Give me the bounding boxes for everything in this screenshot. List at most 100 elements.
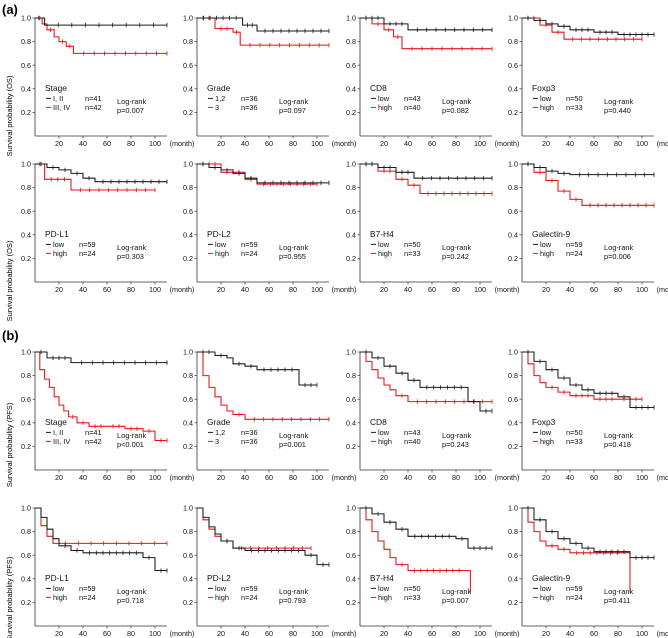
y-tick-label: 0.2 — [21, 598, 31, 607]
x-unit-label: (month) — [170, 629, 195, 638]
x-tick-label: 20 — [217, 629, 225, 638]
km-curve-black — [360, 351, 492, 412]
km-curve-red — [522, 351, 642, 400]
legend-title: PD-L1 — [45, 573, 69, 583]
logrank-label: Log-rank — [442, 243, 471, 252]
x-tick-label: 80 — [289, 473, 297, 482]
legend-label: high — [215, 249, 229, 258]
km-curve-black — [522, 17, 654, 36]
legend-n: n=50 — [566, 428, 583, 437]
km-chart-b-pd-l2: 0.2 0.4 0.6 0.8 1.0 20 40 60 80 100 (month) PD-L2lo… — [183, 504, 356, 638]
legend-n: n=42 — [85, 437, 102, 446]
legend-label: high — [540, 249, 554, 258]
y-tick-label: 0.6 — [508, 395, 518, 404]
legend-n: n=24 — [241, 249, 258, 258]
x-tick-label: 100 — [311, 139, 323, 148]
legend-title: B7-H4 — [370, 573, 394, 583]
legend-label: low — [540, 94, 552, 103]
logrank-label: Log-rank — [117, 587, 146, 596]
logrank-p-value: p<0.001 — [117, 440, 144, 449]
km-chart-a-stage: 0.2 0.4 0.6 0.8 1.0 20 40 60 80 100 (month) StageI,… — [21, 14, 194, 148]
x-tick-label: 80 — [127, 473, 135, 482]
legend-n: n=36 — [241, 437, 258, 446]
logrank-label: Log-rank — [442, 431, 471, 440]
x-tick-label: 60 — [428, 629, 436, 638]
y-tick-label: 1.0 — [508, 14, 518, 23]
logrank-label: Log-rank — [279, 587, 308, 596]
x-tick-label: 40 — [241, 285, 249, 294]
legend-label: high — [215, 593, 229, 602]
y-tick-label: 0.2 — [21, 254, 31, 263]
x-tick-label: 60 — [590, 285, 598, 294]
x-tick-label: 40 — [404, 285, 412, 294]
x-tick-label: 80 — [452, 139, 460, 148]
x-tick-label: 60 — [428, 139, 436, 148]
y-axis-label-pfs: Survival probability (PFS) — [5, 402, 14, 487]
y-tick-label: 0.4 — [508, 230, 518, 239]
x-unit-label: (month) — [657, 139, 668, 148]
legend-n: n=59 — [241, 240, 258, 249]
legend-title: Grade — [207, 83, 231, 93]
y-tick-label: 0.4 — [508, 574, 518, 583]
y-tick-label: 0.2 — [346, 108, 356, 117]
km-chart-a-foxp3: 0.2 0.4 0.6 0.8 1.0 20 40 60 80 100 (month) Foxp3lo… — [508, 14, 668, 148]
km-curve-black — [360, 507, 492, 549]
x-tick-label: 60 — [265, 285, 273, 294]
legend-n: n=33 — [404, 593, 421, 602]
y-tick-label: 1.0 — [508, 348, 518, 357]
x-unit-label: (month) — [657, 473, 668, 482]
x-tick-label: 80 — [452, 473, 460, 482]
x-tick-label: 100 — [636, 139, 648, 148]
x-tick-label: 80 — [452, 629, 460, 638]
logrank-p-value: p=0.006 — [604, 252, 631, 261]
logrank-p-value: p=0.243 — [442, 440, 469, 449]
x-tick-label: 60 — [103, 629, 111, 638]
x-tick-label: 40 — [404, 139, 412, 148]
y-tick-label: 0.8 — [183, 37, 193, 46]
logrank-label: Log-rank — [279, 431, 308, 440]
x-tick-label: 20 — [55, 629, 63, 638]
km-curve-red — [360, 507, 471, 591]
y-tick-label: 0.4 — [346, 418, 356, 427]
legend-n: n=59 — [241, 584, 258, 593]
legend-n: n=24 — [79, 249, 96, 258]
x-tick-label: 20 — [55, 473, 63, 482]
y-tick-label: 0.2 — [346, 442, 356, 451]
legend-label: low — [53, 240, 65, 249]
x-tick-label: 100 — [636, 629, 648, 638]
y-tick-label: 0.4 — [346, 84, 356, 93]
x-tick-label: 100 — [474, 473, 486, 482]
legend-label: low — [378, 428, 390, 437]
y-tick-label: 0.4 — [183, 574, 193, 583]
legend-n: n=59 — [79, 584, 96, 593]
x-tick-label: 60 — [103, 285, 111, 294]
y-axis-label-pfs: Survival probability (PFS) — [5, 556, 14, 638]
y-tick-label: 1.0 — [183, 160, 193, 169]
legend-title: Galectin-9 — [532, 573, 571, 583]
km-chart-a-b7-h4: 0.2 0.4 0.6 0.8 1.0 20 40 60 80 100 (month) B7-H4lo… — [346, 160, 519, 294]
km-curve-black — [35, 351, 167, 364]
y-tick-label: 0.2 — [346, 254, 356, 263]
y-tick-label: 0.2 — [346, 598, 356, 607]
x-tick-label: 20 — [380, 629, 388, 638]
km-curve-black — [197, 163, 329, 184]
y-tick-label: 1.0 — [183, 348, 193, 357]
legend-n: n=50 — [404, 240, 421, 249]
x-tick-label: 60 — [590, 139, 598, 148]
y-tick-label: 1.0 — [508, 504, 518, 513]
y-tick-label: 0.6 — [508, 551, 518, 560]
km-curve-red — [360, 17, 492, 50]
km-chart-b-b7-h4: 0.2 0.4 0.6 0.8 1.0 20 40 60 80 100 (month) B7-H4lo… — [346, 504, 519, 638]
x-tick-label: 60 — [103, 473, 111, 482]
logrank-p-value: p=0.007 — [442, 596, 469, 605]
legend-label: 1,2 — [215, 94, 225, 103]
km-curve-red — [35, 507, 167, 544]
x-tick-label: 20 — [55, 285, 63, 294]
km-chart-b-stage: 0.2 0.4 0.6 0.8 1.0 20 40 60 80 100 (month) StageI,… — [21, 348, 194, 482]
y-tick-label: 0.6 — [346, 395, 356, 404]
y-tick-label: 0.8 — [21, 183, 31, 192]
x-tick-label: 60 — [103, 139, 111, 148]
legend-title: Foxp3 — [532, 83, 556, 93]
logrank-label: Log-rank — [117, 431, 146, 440]
